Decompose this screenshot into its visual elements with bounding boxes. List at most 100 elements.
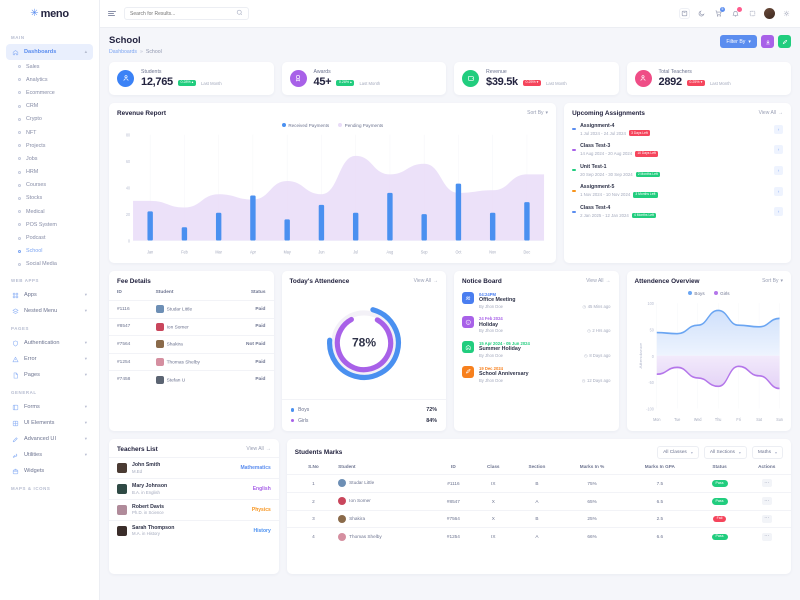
attendance-title: Today's Attendence [289,277,350,285]
sidebar-item-pages[interactable]: Pages ▾ [6,367,93,383]
todays-attendance-card: Today's Attendence View All → 78% [281,270,446,431]
chevron-right-icon[interactable]: › [774,186,783,196]
notice-item[interactable]: 04:24PM Office Meeting By Jhon Doe ◷ 45 M… [462,288,611,313]
stat-card-revenue[interactable]: Revenue $39.5k 0.25% ▾ Last Month [454,61,619,95]
more-options-icon[interactable]: ··· [761,514,772,523]
marks-filter-all-sections[interactable]: All Sections ▾ [703,445,747,459]
sidebar-subitem-social-media[interactable]: Social Media [6,258,93,271]
teacher-row[interactable]: Robert Davis Ph.D. in Science Physics [109,498,279,520]
sidebar-subitem-medical[interactable]: Medical [6,205,93,218]
overview-sort-by[interactable]: Sort By ▾ [762,278,783,284]
status-badge: Pass [696,473,743,493]
marks-actions[interactable]: ··· [742,491,791,511]
notice-header: Notice Board View All → [454,271,619,285]
assignment-item[interactable]: Assignment-4 1 Jul 2024 - 24 Jul 2024 3 … [572,119,783,140]
moon-icon[interactable] [696,8,707,19]
frame-icon[interactable] [679,8,690,19]
more-options-icon[interactable]: ··· [761,532,772,541]
teacher-row[interactable]: Sarah Thompson M.A. in History History [109,519,279,541]
sidebar-subitem-crypto[interactable]: Crypto [6,113,93,126]
sidebar-item-advanced-ui[interactable]: Advanced UI ▾ [6,431,93,447]
table-row[interactable]: 4 Thomas Shelby #1254 IX A 66% 6.6 Pass … [286,527,791,546]
sidebar-item-utilities[interactable]: Utilities ▾ [6,447,93,463]
legend-item[interactable]: Received Payments [281,123,329,128]
brand-logo[interactable]: ✳ meno [0,0,99,28]
chevron-right-icon[interactable]: › [774,124,783,134]
sidebar-item-nested-menu[interactable]: Nested Menu ▾ [6,303,93,319]
table-row[interactable]: #7564 Shakira Not Paid [109,335,274,354]
teacher-row[interactable]: John Smith M.Ed Mathematics [109,456,279,478]
sidebar-subitem-nft[interactable]: NFT [6,126,93,139]
sidebar-item-apps[interactable]: Apps ▾ [6,287,93,303]
table-row[interactable]: 1 Studar Little #1116 IX B 75% 7.5 Pass … [286,473,791,493]
marks-filter-maths[interactable]: Maths ▾ [751,445,783,459]
chevron-right-icon[interactable]: › [774,207,783,217]
sidebar-subitem-stocks[interactable]: Stocks [6,192,93,205]
search-input[interactable] [130,10,232,17]
stat-card-awards[interactable]: Awards 45+ 0.28% ▴ Last Month [281,61,446,95]
search-box[interactable] [124,7,249,20]
overview-title: Attendence Overview [634,277,700,285]
table-row[interactable]: #8547 Ion Somer Paid [109,317,274,336]
sidebar-item-forms[interactable]: Forms ▾ [6,399,93,415]
breadcrumb-root[interactable]: Dashboards [109,48,137,55]
avatar[interactable] [764,8,775,19]
notice-item[interactable]: 15 Apr 2024 - 05 Jun 2024 Summer Holiday… [462,337,611,362]
sidebar-subitem-sales[interactable]: Sales [6,60,93,73]
gear-icon[interactable] [781,8,792,19]
filter-by-button[interactable]: Filter By ▾ [720,35,757,48]
table-row[interactable]: 3 Shakira #7564 X B 25% 2.5 Fail ··· [286,509,791,528]
stat-card-students[interactable]: Students 12,765 0.28% ▴ Last Month [109,61,274,95]
sidebar-item-dashboards[interactable]: Dashboards ▴ [6,44,93,60]
table-row[interactable]: #1254 Thomas Shelby Paid [109,352,274,371]
notice-item[interactable]: 24 Feb 2024 Holiday By Jhon Doe ◷ 2 Hrs a… [462,313,611,338]
sidebar-item-widgets[interactable]: Widgets [6,463,93,479]
sidebar-subitem-courses[interactable]: Courses [6,179,93,192]
download-button[interactable] [761,35,774,48]
stat-card-total-teachers[interactable]: Total Teachers 2892 0.25% ▾ Last Month [626,61,791,95]
sidebar-subitem-projects[interactable]: Projects [6,139,93,152]
sidebar-item-authentication[interactable]: Authentication ▾ [6,335,93,351]
attendance-view-all[interactable]: View All → [414,278,438,284]
bell-icon[interactable] [730,7,742,19]
legend-item[interactable]: Boys [687,291,705,296]
notice-view-all[interactable]: View All → [586,278,610,284]
sidebar-item-ui-elements[interactable]: UI Elements ▾ [6,415,93,431]
search-icon[interactable] [236,9,243,18]
more-options-icon[interactable]: ··· [761,479,772,488]
sidebar-item-error[interactable]: Error ▾ [6,351,93,367]
marks-actions[interactable]: ··· [742,509,791,528]
sidebar-subitem-jobs[interactable]: Jobs [6,152,93,165]
assignment-item[interactable]: Class Test-3 14 Aug 2024 - 20 Aug 2024 1… [572,140,783,161]
sidebar-subitem-podcast[interactable]: Podcast [6,231,93,244]
assignment-item[interactable]: Assignment-5 1 Nov 2024 - 10 Nov 2024 3 … [572,181,783,202]
sidebar-subitem-analytics[interactable]: Analytics [6,73,93,86]
cart-icon[interactable]: 5 [713,7,725,19]
legend-item[interactable]: Girls [713,291,730,296]
grid-icon[interactable] [747,8,758,19]
sidebar-subitem-hrm[interactable]: HRM [6,166,93,179]
marks-filter-all-classes[interactable]: All Classes ▾ [657,445,699,459]
chevron-right-icon[interactable]: › [774,165,783,175]
sidebar-subitem-school[interactable]: School [6,245,93,258]
assignments-view-all[interactable]: View All → [759,110,783,116]
assignment-item[interactable]: Class Test-4 2 Jan 2025 - 12 Jan 2024 4 … [572,201,783,222]
revenue-sort-by[interactable]: Sort By ▾ [527,110,548,116]
chevron-right-icon[interactable]: › [774,145,783,155]
sidebar-subitem-ecommerce[interactable]: Ecommerce [6,86,93,99]
menu-toggle-icon[interactable] [108,10,116,17]
table-row[interactable]: 2 Ion Somer #8547 X A 65% 6.5 Pass ··· [286,491,791,511]
legend-item[interactable]: Pending Payments [338,123,383,128]
teachers-view-all[interactable]: View All → [246,446,270,452]
more-options-icon[interactable]: ··· [761,497,772,506]
assignment-item[interactable]: Unit Test-1 20 Sep 2024 - 30 Sep 2024 2 … [572,160,783,181]
notice-item[interactable]: 19 Dec 2024 School Anniversary By Jhon D… [462,362,611,387]
rocket-button[interactable] [778,35,791,48]
marks-actions[interactable]: ··· [742,473,791,493]
table-row[interactable]: #1116 Studar Little Paid [109,299,274,319]
table-row[interactable]: #7458 Stefan U Paid [109,370,274,388]
sidebar-subitem-crm[interactable]: CRM [6,100,93,113]
sidebar-subitem-pos-system[interactable]: POS System [6,218,93,231]
teacher-row[interactable]: Mary Johnson B.A. in English English [109,477,279,499]
marks-actions[interactable]: ··· [742,527,791,546]
